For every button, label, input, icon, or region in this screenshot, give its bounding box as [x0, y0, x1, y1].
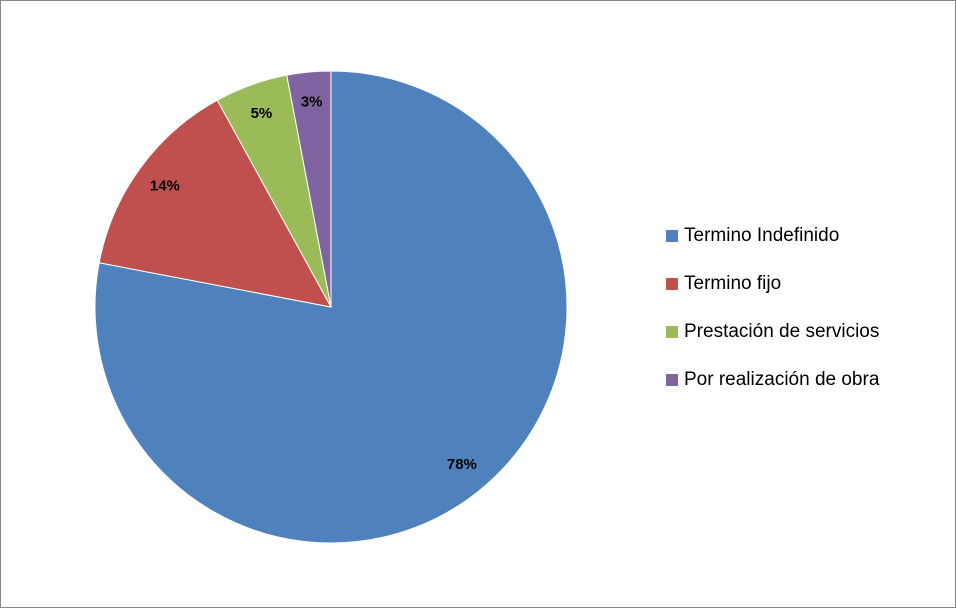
value-label: 5%: [251, 105, 273, 122]
legend-swatch: [666, 230, 678, 242]
legend-swatch: [666, 326, 678, 338]
value-label: 3%: [301, 94, 323, 111]
legend-swatch: [666, 278, 678, 290]
legend-swatch: [666, 374, 678, 386]
value-label: 14%: [150, 177, 180, 194]
value-label: 78%: [447, 456, 477, 473]
pie-slice: [286, 70, 332, 308]
legend-label: Termino Indefinido: [684, 225, 839, 246]
legend-label: Termino fijo: [684, 273, 781, 294]
legend-label: Por realización de obra: [684, 369, 880, 390]
legend-label: Prestación de servicios: [684, 321, 879, 342]
pie-slice: [98, 99, 332, 308]
